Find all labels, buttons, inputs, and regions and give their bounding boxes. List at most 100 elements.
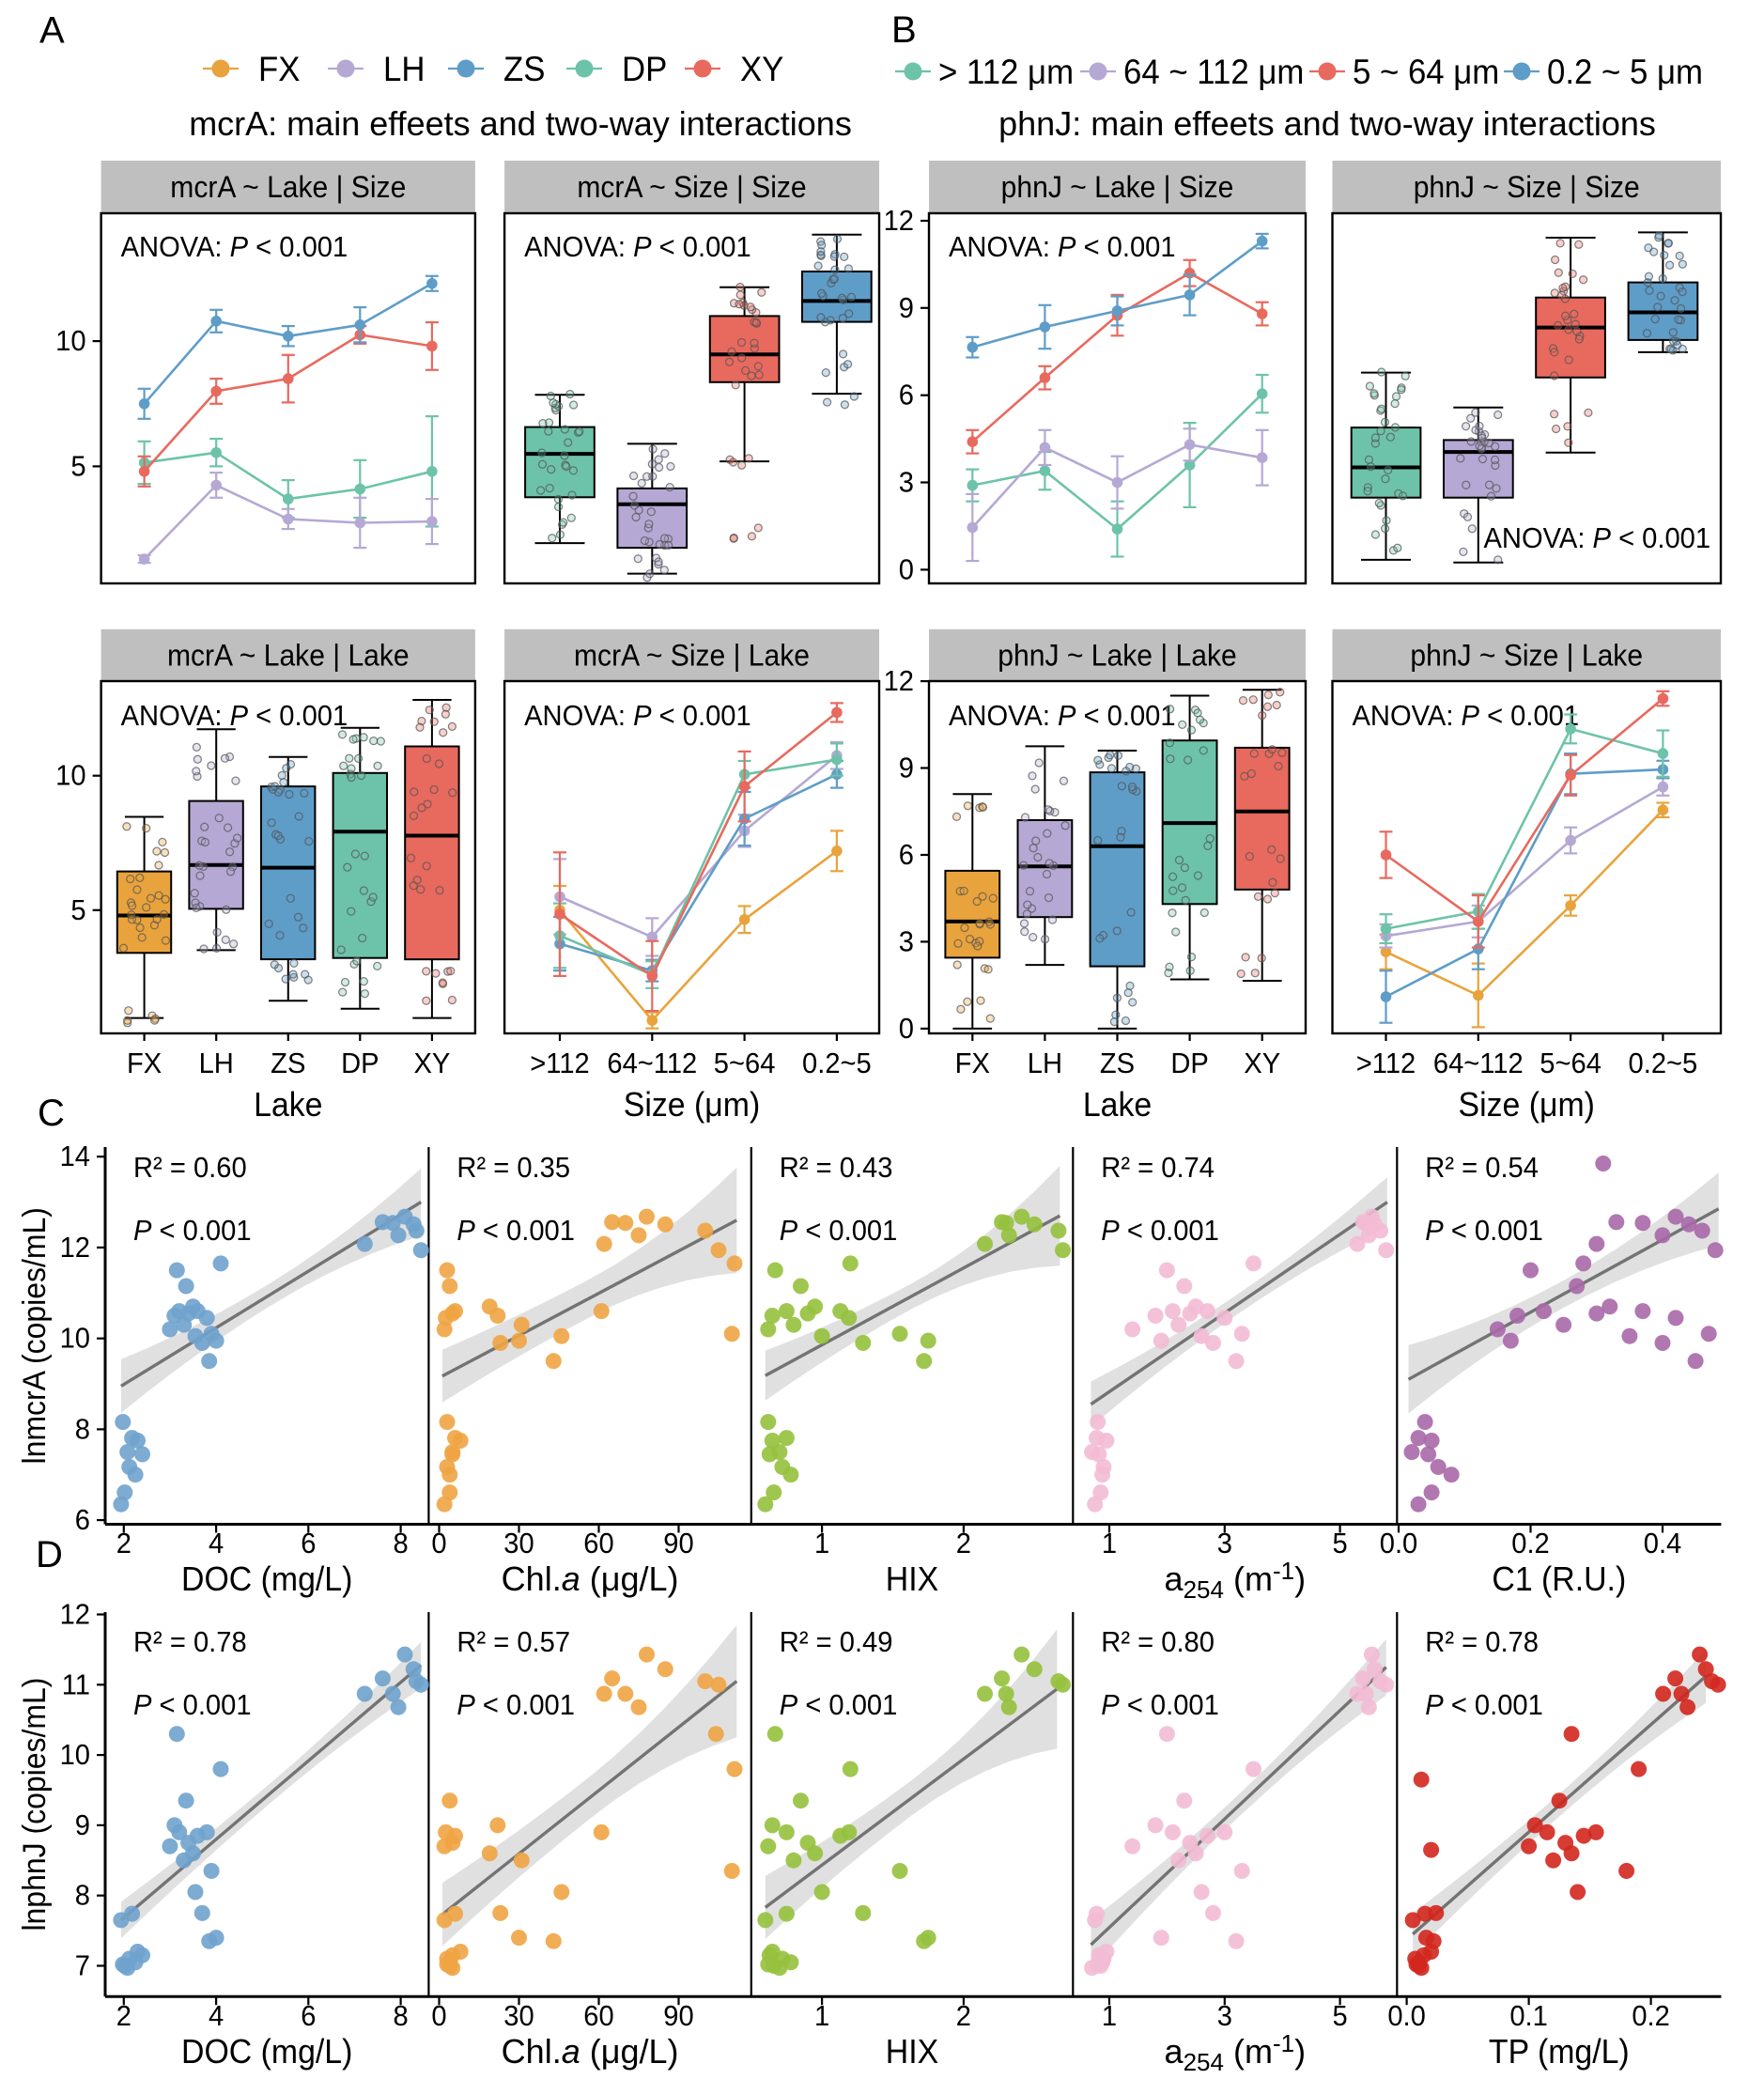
svg-text:R² = 0.49: R² = 0.49 xyxy=(780,1626,893,1658)
svg-text:1: 1 xyxy=(1102,1528,1117,1559)
svg-text:60: 60 xyxy=(583,1528,613,1559)
svg-text:0: 0 xyxy=(431,2000,446,2032)
svg-text:5~64: 5~64 xyxy=(714,1047,776,1079)
svg-text:4: 4 xyxy=(209,2000,224,2032)
svg-text:8: 8 xyxy=(75,1414,90,1446)
svg-text:ANOVA: P < 0.001: ANOVA: P < 0.001 xyxy=(1353,700,1580,732)
svg-text:phnJ ~ Lake | Lake: phnJ ~ Lake | Lake xyxy=(998,639,1236,673)
svg-text:B: B xyxy=(891,9,917,51)
svg-text:5 ~ 64 μm: 5 ~ 64 μm xyxy=(1353,53,1499,91)
svg-text:60: 60 xyxy=(583,2000,613,2032)
svg-text:P < 0.001: P < 0.001 xyxy=(456,1215,575,1247)
svg-text:2: 2 xyxy=(956,1528,971,1559)
svg-text:>112: >112 xyxy=(1356,1047,1416,1079)
svg-text:R² = 0.78: R² = 0.78 xyxy=(133,1626,247,1658)
svg-text:8: 8 xyxy=(75,1880,90,1912)
svg-text:FX: FX xyxy=(258,50,300,88)
svg-text:phnJ ~ Size | Lake: phnJ ~ Size | Lake xyxy=(1410,639,1643,673)
svg-text:1: 1 xyxy=(814,2000,829,2032)
svg-text:Lake: Lake xyxy=(254,1086,322,1124)
svg-text:12: 12 xyxy=(60,1232,90,1264)
svg-text:0.2: 0.2 xyxy=(1511,1528,1550,1559)
svg-text:6: 6 xyxy=(301,2000,316,2032)
svg-text:4: 4 xyxy=(209,1528,224,1559)
svg-text:0.0: 0.0 xyxy=(1380,1528,1418,1559)
svg-text:FX: FX xyxy=(127,1047,162,1079)
svg-text:P < 0.001: P < 0.001 xyxy=(1425,1689,1543,1721)
svg-text:mcrA ~ Lake | Size: mcrA ~ Lake | Size xyxy=(170,170,406,204)
svg-text:P < 0.001: P < 0.001 xyxy=(780,1689,898,1721)
svg-text:P < 0.001: P < 0.001 xyxy=(1101,1215,1219,1247)
svg-text:C: C xyxy=(38,1093,65,1134)
svg-text:6: 6 xyxy=(301,1528,316,1559)
svg-text:> 112 μm: > 112 μm xyxy=(938,53,1074,91)
svg-text:mcrA ~ Size | Lake: mcrA ~ Size | Lake xyxy=(574,639,810,673)
svg-text:0: 0 xyxy=(899,1013,914,1045)
svg-text:DP: DP xyxy=(622,50,667,88)
svg-text:R² = 0.35: R² = 0.35 xyxy=(456,1152,570,1184)
svg-text:R² = 0.54: R² = 0.54 xyxy=(1425,1152,1539,1184)
svg-text:0.2~5: 0.2~5 xyxy=(1629,1047,1698,1079)
svg-text:90: 90 xyxy=(663,2000,693,2032)
svg-text:5: 5 xyxy=(70,451,85,483)
svg-text:phnJ ~ Size | Size: phnJ ~ Size | Size xyxy=(1414,170,1640,204)
svg-text:lnphnJ (copies/mL): lnphnJ (copies/mL) xyxy=(16,1678,52,1932)
svg-text:30: 30 xyxy=(503,2000,534,2032)
svg-text:11: 11 xyxy=(62,1669,90,1701)
svg-text:lnmcrA (copies/mL): lnmcrA (copies/mL) xyxy=(16,1207,52,1464)
svg-text:12: 12 xyxy=(884,665,914,697)
svg-text:ANOVA: P < 0.001: ANOVA: P < 0.001 xyxy=(949,700,1176,732)
svg-text:R² = 0.80: R² = 0.80 xyxy=(1101,1626,1215,1658)
svg-text:12: 12 xyxy=(60,1599,90,1631)
svg-text:3: 3 xyxy=(899,926,914,958)
svg-text:30: 30 xyxy=(503,1528,534,1559)
svg-text:10: 10 xyxy=(55,325,85,357)
svg-text:5: 5 xyxy=(1332,2000,1347,2032)
svg-text:P < 0.001: P < 0.001 xyxy=(133,1215,252,1247)
svg-text:ZS: ZS xyxy=(271,1047,305,1079)
svg-text:HIX: HIX xyxy=(886,1560,938,1598)
svg-text:ANOVA: P < 0.001: ANOVA: P < 0.001 xyxy=(1484,522,1711,554)
svg-text:5: 5 xyxy=(70,894,85,926)
svg-text:0.2: 0.2 xyxy=(1632,2000,1670,2032)
svg-text:Chl.a (μg/L): Chl.a (μg/L) xyxy=(502,2032,679,2071)
svg-text:5: 5 xyxy=(1332,1528,1347,1559)
svg-text:90: 90 xyxy=(663,1528,693,1559)
svg-text:XY: XY xyxy=(740,50,783,88)
svg-text:Chl.a (μg/L): Chl.a (μg/L) xyxy=(502,1559,679,1598)
svg-text:R² = 0.57: R² = 0.57 xyxy=(456,1626,570,1658)
svg-text:XY: XY xyxy=(1244,1047,1280,1079)
svg-text:ANOVA: P < 0.001: ANOVA: P < 0.001 xyxy=(121,231,348,263)
svg-text:10: 10 xyxy=(55,760,85,792)
svg-text:Size (μm): Size (μm) xyxy=(1459,1086,1595,1124)
svg-text:2: 2 xyxy=(116,1528,132,1559)
svg-text:mcrA: main effeets and two-way: mcrA: main effeets and two-way interacti… xyxy=(189,104,852,143)
svg-text:0: 0 xyxy=(431,1528,446,1559)
svg-text:Lake: Lake xyxy=(1083,1086,1152,1124)
svg-text:HIX: HIX xyxy=(886,2033,938,2071)
svg-text:P < 0.001: P < 0.001 xyxy=(133,1689,252,1721)
svg-text:0.2~5: 0.2~5 xyxy=(802,1047,872,1079)
svg-text:ANOVA: P < 0.001: ANOVA: P < 0.001 xyxy=(121,700,348,732)
svg-text:DOC (mg/L): DOC (mg/L) xyxy=(181,1560,352,1598)
svg-text:2: 2 xyxy=(116,2000,132,2032)
svg-text:C1 (R.U.): C1 (R.U.) xyxy=(1492,1560,1626,1598)
svg-text:9: 9 xyxy=(75,1809,90,1841)
svg-text:3: 3 xyxy=(899,467,914,499)
svg-text:9: 9 xyxy=(899,292,914,324)
svg-text:P < 0.001: P < 0.001 xyxy=(456,1689,575,1721)
svg-text:64 ~ 112 μm: 64 ~ 112 μm xyxy=(1123,53,1304,91)
svg-text:64~112: 64~112 xyxy=(1433,1047,1524,1079)
svg-text:0.2 ~ 5 μm: 0.2 ~ 5 μm xyxy=(1547,53,1703,91)
svg-text:P < 0.001: P < 0.001 xyxy=(1425,1215,1543,1247)
svg-text:ZS: ZS xyxy=(503,50,545,88)
svg-text:P < 0.001: P < 0.001 xyxy=(1101,1689,1219,1721)
svg-text:0: 0 xyxy=(899,554,914,586)
svg-text:6: 6 xyxy=(899,380,914,411)
svg-text:0.1: 0.1 xyxy=(1509,2000,1548,2032)
svg-text:phnJ ~ Lake | Size: phnJ ~ Lake | Size xyxy=(1001,170,1234,204)
svg-text:LH: LH xyxy=(199,1047,234,1079)
svg-text:ANOVA: P < 0.001: ANOVA: P < 0.001 xyxy=(524,231,751,263)
svg-text:R² = 0.74: R² = 0.74 xyxy=(1101,1152,1215,1184)
svg-text:mcrA ~ Lake | Lake: mcrA ~ Lake | Lake xyxy=(167,639,410,673)
